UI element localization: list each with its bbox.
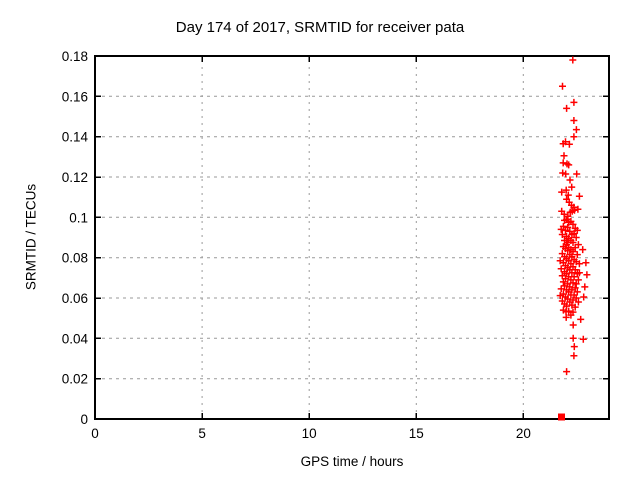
x-tick-label: 15	[409, 426, 424, 441]
chart-title: Day 174 of 2017, SRMTID for receiver pat…	[175, 19, 465, 36]
y-tick-label: 0.06	[62, 291, 88, 306]
x-tick-label: 0	[91, 426, 99, 441]
x-tick-label: 5	[198, 426, 206, 441]
y-tick-label: 0.1	[69, 210, 88, 225]
x-tick-label: 20	[516, 426, 531, 441]
y-tick-label: 0.18	[62, 49, 88, 64]
y-tick-label: 0.02	[62, 372, 88, 387]
y-tick-label: 0	[80, 412, 88, 427]
plot-border	[94, 55, 610, 420]
zero-marker	[558, 413, 565, 421]
x-axis-label: GPS time / hours	[300, 454, 404, 469]
y-tick-label: 0.14	[62, 130, 89, 145]
y-tick-label: 0.12	[62, 170, 88, 185]
y-tick-label: 0.16	[62, 89, 88, 104]
y-tick-label: 0.08	[62, 251, 88, 266]
y-tick-label: 0.04	[62, 331, 89, 346]
x-tick-label: 10	[302, 426, 317, 441]
scatter-points	[556, 56, 591, 376]
